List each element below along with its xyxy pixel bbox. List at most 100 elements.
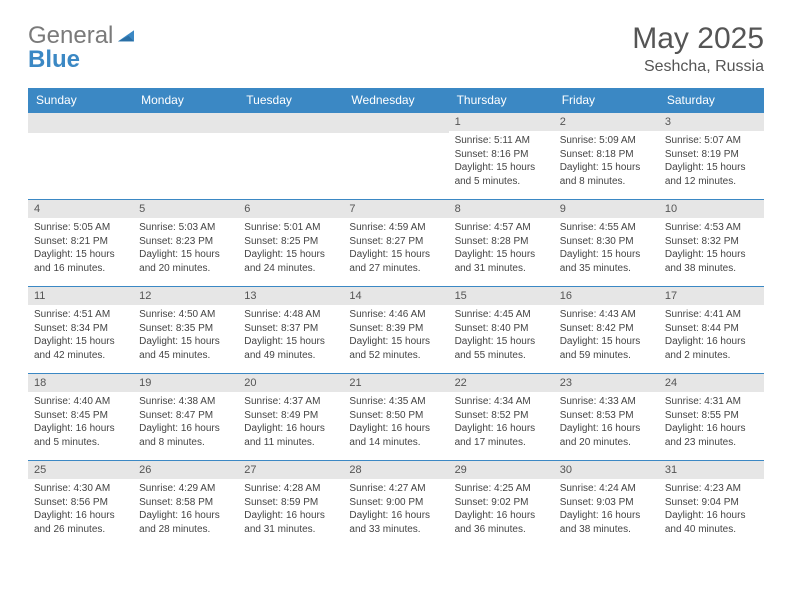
calendar-week-row: 1Sunrise: 5:11 AMSunset: 8:16 PMDaylight… bbox=[28, 113, 764, 200]
calendar-week-row: 25Sunrise: 4:30 AMSunset: 8:56 PMDayligh… bbox=[28, 461, 764, 548]
day-body: Sunrise: 4:45 AMSunset: 8:40 PMDaylight:… bbox=[449, 305, 554, 366]
day-number-bar: 13 bbox=[238, 287, 343, 305]
day-number-bar: 27 bbox=[238, 461, 343, 479]
weekday-header: Saturday bbox=[659, 88, 764, 113]
day-body: Sunrise: 4:46 AMSunset: 8:39 PMDaylight:… bbox=[343, 305, 448, 366]
calendar-day-cell: 31Sunrise: 4:23 AMSunset: 9:04 PMDayligh… bbox=[659, 461, 764, 548]
brand-part1: General bbox=[28, 22, 113, 49]
day-number-bar: 2 bbox=[554, 113, 659, 131]
calendar-day-cell: 21Sunrise: 4:35 AMSunset: 8:50 PMDayligh… bbox=[343, 374, 448, 461]
sunrise-text: Sunrise: 4:23 AM bbox=[665, 482, 758, 496]
day-body: Sunrise: 4:43 AMSunset: 8:42 PMDaylight:… bbox=[554, 305, 659, 366]
sunrise-text: Sunrise: 4:34 AM bbox=[455, 395, 548, 409]
day-number-bar: 1 bbox=[449, 113, 554, 131]
calendar-day-cell: 20Sunrise: 4:37 AMSunset: 8:49 PMDayligh… bbox=[238, 374, 343, 461]
day-body: Sunrise: 4:51 AMSunset: 8:34 PMDaylight:… bbox=[28, 305, 133, 366]
calendar-day-cell: 8Sunrise: 4:57 AMSunset: 8:28 PMDaylight… bbox=[449, 200, 554, 287]
daylight-text: Daylight: 16 hours and 2 minutes. bbox=[665, 335, 758, 362]
day-number-bar: 9 bbox=[554, 200, 659, 218]
calendar-day-cell: 9Sunrise: 4:55 AMSunset: 8:30 PMDaylight… bbox=[554, 200, 659, 287]
sunrise-text: Sunrise: 4:27 AM bbox=[349, 482, 442, 496]
sunset-text: Sunset: 9:00 PM bbox=[349, 496, 442, 510]
sunrise-text: Sunrise: 4:48 AM bbox=[244, 308, 337, 322]
sunrise-text: Sunrise: 4:50 AM bbox=[139, 308, 232, 322]
daylight-text: Daylight: 16 hours and 36 minutes. bbox=[455, 509, 548, 536]
sunset-text: Sunset: 8:47 PM bbox=[139, 409, 232, 423]
day-body: Sunrise: 5:11 AMSunset: 8:16 PMDaylight:… bbox=[449, 131, 554, 192]
sunrise-text: Sunrise: 4:55 AM bbox=[560, 221, 653, 235]
sunrise-text: Sunrise: 4:29 AM bbox=[139, 482, 232, 496]
calendar-day-cell: 23Sunrise: 4:33 AMSunset: 8:53 PMDayligh… bbox=[554, 374, 659, 461]
calendar-day-cell bbox=[133, 113, 238, 200]
sunset-text: Sunset: 8:25 PM bbox=[244, 235, 337, 249]
daylight-text: Daylight: 15 hours and 24 minutes. bbox=[244, 248, 337, 275]
sunset-text: Sunset: 8:18 PM bbox=[560, 148, 653, 162]
sunrise-text: Sunrise: 4:25 AM bbox=[455, 482, 548, 496]
sunrise-text: Sunrise: 5:03 AM bbox=[139, 221, 232, 235]
day-body: Sunrise: 4:41 AMSunset: 8:44 PMDaylight:… bbox=[659, 305, 764, 366]
sunrise-text: Sunrise: 4:46 AM bbox=[349, 308, 442, 322]
day-number-bar: 14 bbox=[343, 287, 448, 305]
sunrise-text: Sunrise: 4:53 AM bbox=[665, 221, 758, 235]
weekday-header: Sunday bbox=[28, 88, 133, 113]
sunset-text: Sunset: 8:45 PM bbox=[34, 409, 127, 423]
calendar-day-cell: 27Sunrise: 4:28 AMSunset: 8:59 PMDayligh… bbox=[238, 461, 343, 548]
calendar-day-cell: 13Sunrise: 4:48 AMSunset: 8:37 PMDayligh… bbox=[238, 287, 343, 374]
daylight-text: Daylight: 16 hours and 20 minutes. bbox=[560, 422, 653, 449]
sunset-text: Sunset: 9:02 PM bbox=[455, 496, 548, 510]
sunset-text: Sunset: 8:55 PM bbox=[665, 409, 758, 423]
day-body: Sunrise: 4:50 AMSunset: 8:35 PMDaylight:… bbox=[133, 305, 238, 366]
day-number-bar: 22 bbox=[449, 374, 554, 392]
weekday-header: Tuesday bbox=[238, 88, 343, 113]
day-number-bar: 3 bbox=[659, 113, 764, 131]
day-body: Sunrise: 5:03 AMSunset: 8:23 PMDaylight:… bbox=[133, 218, 238, 279]
day-number-bar: 16 bbox=[554, 287, 659, 305]
day-number-bar bbox=[133, 113, 238, 133]
calendar-day-cell: 14Sunrise: 4:46 AMSunset: 8:39 PMDayligh… bbox=[343, 287, 448, 374]
sunrise-text: Sunrise: 4:24 AM bbox=[560, 482, 653, 496]
calendar-day-cell: 15Sunrise: 4:45 AMSunset: 8:40 PMDayligh… bbox=[449, 287, 554, 374]
day-number-bar: 26 bbox=[133, 461, 238, 479]
day-number-bar: 19 bbox=[133, 374, 238, 392]
sunrise-text: Sunrise: 4:37 AM bbox=[244, 395, 337, 409]
title-block: May 2025 Seshcha, Russia bbox=[632, 22, 764, 76]
day-body: Sunrise: 4:24 AMSunset: 9:03 PMDaylight:… bbox=[554, 479, 659, 540]
logo-triangle-icon bbox=[113, 22, 137, 50]
day-body: Sunrise: 4:25 AMSunset: 9:02 PMDaylight:… bbox=[449, 479, 554, 540]
sunrise-text: Sunrise: 5:09 AM bbox=[560, 134, 653, 148]
calendar-day-cell bbox=[238, 113, 343, 200]
weekday-header: Friday bbox=[554, 88, 659, 113]
calendar-table: SundayMondayTuesdayWednesdayThursdayFrid… bbox=[28, 88, 764, 547]
day-body: Sunrise: 4:48 AMSunset: 8:37 PMDaylight:… bbox=[238, 305, 343, 366]
day-body: Sunrise: 5:05 AMSunset: 8:21 PMDaylight:… bbox=[28, 218, 133, 279]
day-number-bar: 6 bbox=[238, 200, 343, 218]
calendar-day-cell: 5Sunrise: 5:03 AMSunset: 8:23 PMDaylight… bbox=[133, 200, 238, 287]
day-number-bar: 17 bbox=[659, 287, 764, 305]
day-number-bar: 5 bbox=[133, 200, 238, 218]
sunrise-text: Sunrise: 5:05 AM bbox=[34, 221, 127, 235]
daylight-text: Daylight: 15 hours and 5 minutes. bbox=[455, 161, 548, 188]
calendar-day-cell: 26Sunrise: 4:29 AMSunset: 8:58 PMDayligh… bbox=[133, 461, 238, 548]
sunrise-text: Sunrise: 5:01 AM bbox=[244, 221, 337, 235]
day-body: Sunrise: 4:29 AMSunset: 8:58 PMDaylight:… bbox=[133, 479, 238, 540]
day-body: Sunrise: 4:59 AMSunset: 8:27 PMDaylight:… bbox=[343, 218, 448, 279]
sunrise-text: Sunrise: 4:35 AM bbox=[349, 395, 442, 409]
sunset-text: Sunset: 8:58 PM bbox=[139, 496, 232, 510]
calendar-day-cell: 2Sunrise: 5:09 AMSunset: 8:18 PMDaylight… bbox=[554, 113, 659, 200]
sunset-text: Sunset: 9:04 PM bbox=[665, 496, 758, 510]
daylight-text: Daylight: 16 hours and 8 minutes. bbox=[139, 422, 232, 449]
day-number-bar bbox=[343, 113, 448, 133]
sunset-text: Sunset: 8:34 PM bbox=[34, 322, 127, 336]
day-body: Sunrise: 4:28 AMSunset: 8:59 PMDaylight:… bbox=[238, 479, 343, 540]
sunset-text: Sunset: 8:21 PM bbox=[34, 235, 127, 249]
day-number-bar: 25 bbox=[28, 461, 133, 479]
daylight-text: Daylight: 15 hours and 49 minutes. bbox=[244, 335, 337, 362]
day-number-bar: 18 bbox=[28, 374, 133, 392]
calendar-day-cell: 29Sunrise: 4:25 AMSunset: 9:02 PMDayligh… bbox=[449, 461, 554, 548]
day-number-bar bbox=[238, 113, 343, 133]
sunrise-text: Sunrise: 4:38 AM bbox=[139, 395, 232, 409]
day-number-bar: 30 bbox=[554, 461, 659, 479]
calendar-day-cell: 16Sunrise: 4:43 AMSunset: 8:42 PMDayligh… bbox=[554, 287, 659, 374]
sunset-text: Sunset: 8:59 PM bbox=[244, 496, 337, 510]
day-number-bar bbox=[28, 113, 133, 133]
